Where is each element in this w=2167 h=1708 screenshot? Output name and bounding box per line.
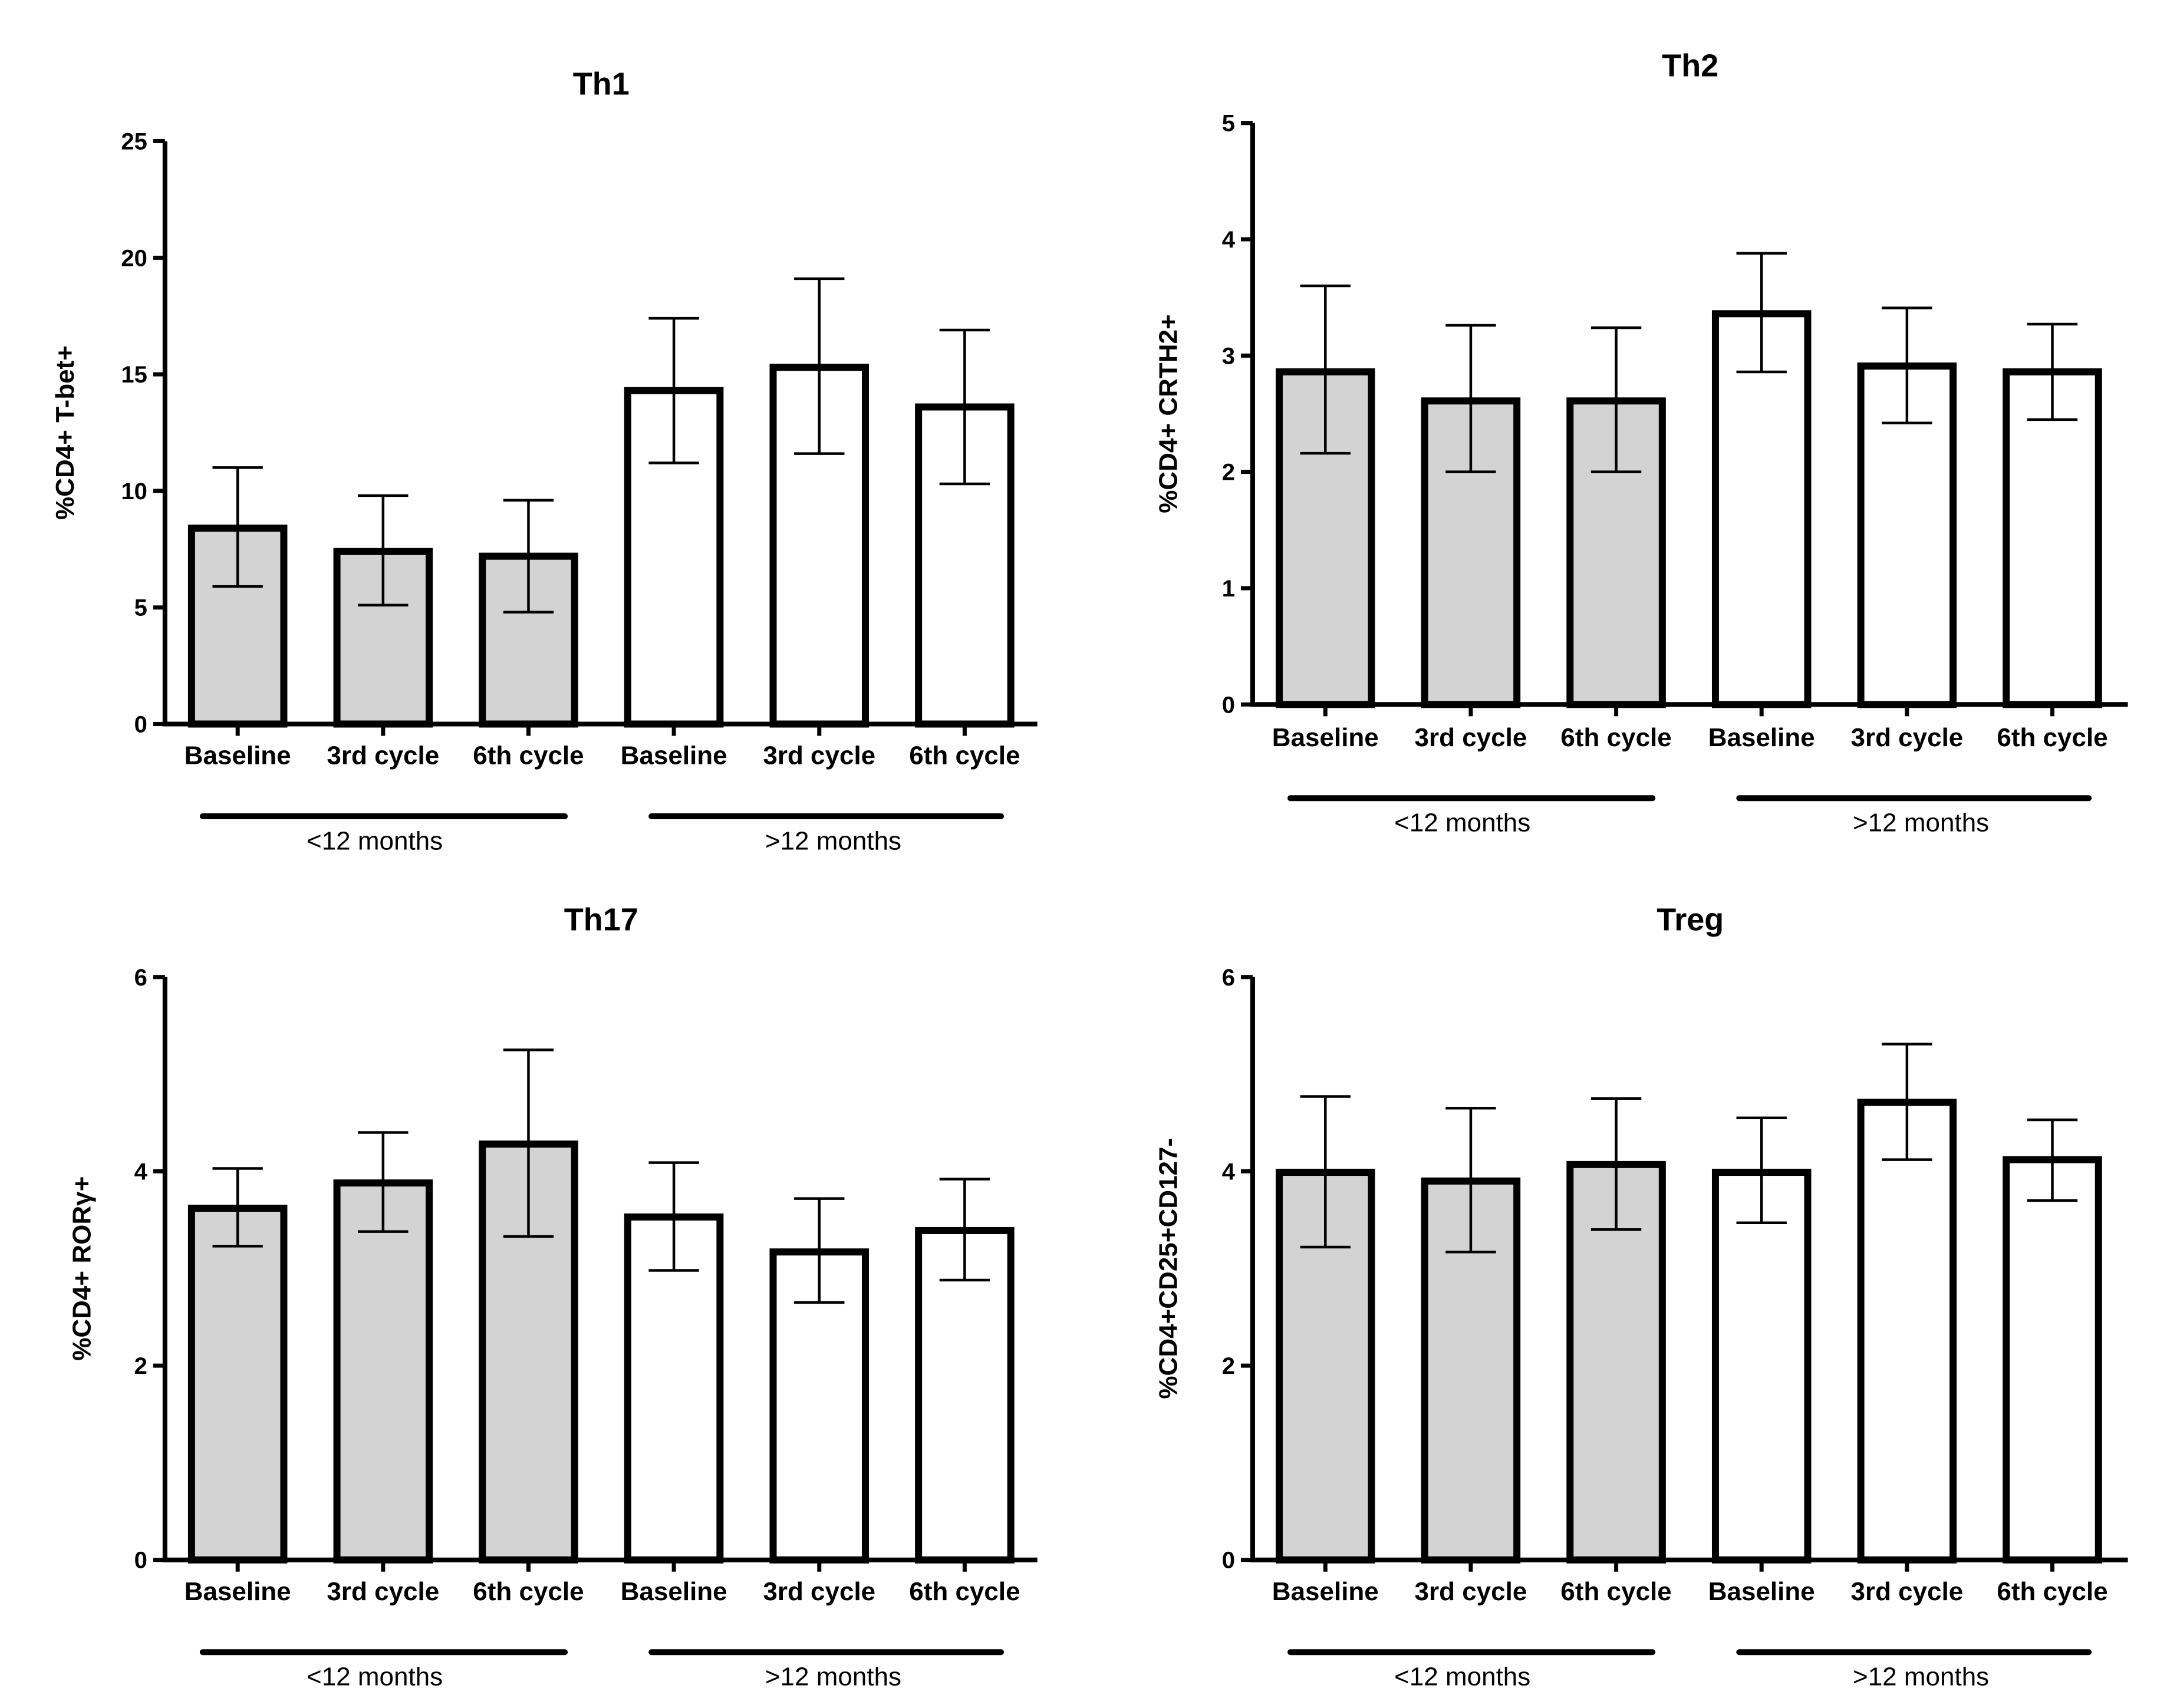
- x-tick-label: 6th cycle: [1997, 1577, 2107, 1606]
- y-tick-label: 0: [1222, 1548, 1235, 1574]
- x-tick-label: Baseline: [1272, 1577, 1379, 1606]
- x-tick-label: 6th cycle: [909, 1577, 1020, 1606]
- group-label-2: >12 months: [765, 1663, 901, 1691]
- bar-4: [624, 387, 724, 728]
- y-axis-label: %CD4+ RORγ+: [68, 1176, 97, 1361]
- y-tick-label: 6: [1222, 965, 1235, 991]
- x-tick-label: Baseline: [185, 1577, 291, 1606]
- bar-1: [187, 1205, 288, 1564]
- x-tick-label: 3rd cycle: [327, 1577, 439, 1606]
- y-tick-label: 6: [134, 965, 147, 991]
- x-tick-label: 6th cycle: [909, 741, 1020, 770]
- x-tick-label: Baseline: [621, 741, 727, 770]
- y-tick-label: 4: [134, 1159, 148, 1185]
- x-tick-label: 3rd cycle: [763, 1577, 875, 1606]
- y-tick-label: 20: [121, 245, 147, 271]
- x-tick-label: Baseline: [185, 741, 291, 770]
- x-tick-label: 3rd cycle: [763, 741, 875, 770]
- bar-4: [624, 1213, 724, 1564]
- group-label-1: <12 months: [1394, 1663, 1530, 1691]
- panel-th2: Th2 %CD4+ CRTH2+ 0 1 2 3 4 5 Baseline 3rd cycle 6t…: [1154, 48, 2128, 837]
- y-tick-label: 2: [134, 1353, 147, 1379]
- y-tick-label: 0: [1222, 692, 1235, 718]
- group-label-2: >12 months: [1853, 1663, 1989, 1691]
- y-tick-label: 5: [1222, 111, 1235, 137]
- y-tick-label: 2: [1222, 1353, 1235, 1379]
- x-tick-label: 3rd cycle: [1415, 723, 1527, 752]
- y-tick-label: 0: [134, 711, 147, 737]
- x-tick-label: 3rd cycle: [327, 741, 439, 770]
- x-tick-label: Baseline: [1708, 723, 1815, 752]
- group-label-1: <12 months: [307, 826, 443, 855]
- chart-title: Treg: [1656, 902, 1724, 938]
- x-tick-label: 6th cycle: [1997, 723, 2107, 752]
- x-tick-label: 3rd cycle: [1850, 723, 1963, 752]
- x-tick-label: 6th cycle: [1560, 723, 1671, 752]
- panel-treg: Treg %CD4+CD25+CD127- 0 2 4 6 Baseline 3rd cycl…: [1154, 902, 2128, 1691]
- y-axis-label: %CD4+ CRTH2+: [1154, 314, 1183, 513]
- y-axis-label: %CD4+ T-bet+: [51, 345, 80, 520]
- panel-th17: Th17 %CD4+ RORγ+ 0 2 4 6 Baseline 3rd cycle 6th …: [68, 902, 1038, 1691]
- bar-4: [1711, 1169, 1812, 1564]
- group-label-1: <12 months: [1394, 809, 1530, 837]
- y-tick-label: 2: [1222, 460, 1235, 486]
- y-tick-label: 1: [1222, 576, 1235, 602]
- y-tick-label: 15: [121, 362, 147, 388]
- group-label-2: >12 months: [1853, 809, 1989, 837]
- x-tick-label: 6th cycle: [473, 741, 584, 770]
- bar-5: [1857, 1099, 1957, 1564]
- y-axis-label: %CD4+CD25+CD127-: [1154, 1138, 1183, 1399]
- x-tick-label: Baseline: [1708, 1577, 1815, 1606]
- x-tick-label: 3rd cycle: [1415, 1577, 1527, 1606]
- bar-6: [2003, 368, 2102, 708]
- x-tick-label: 6th cycle: [1560, 1577, 1671, 1606]
- x-tick-label: Baseline: [1272, 723, 1379, 752]
- y-tick-label: 10: [121, 479, 147, 505]
- x-tick-label: 6th cycle: [473, 1577, 584, 1606]
- y-tick-label: 4: [1222, 227, 1236, 253]
- chart-title: Th2: [1662, 48, 1718, 83]
- chart-title: Th17: [564, 902, 638, 938]
- group-label-2: >12 months: [765, 826, 901, 855]
- y-tick-label: 5: [134, 595, 147, 621]
- x-tick-label: Baseline: [621, 1577, 727, 1606]
- y-tick-label: 25: [121, 129, 147, 155]
- x-tick-label: 3rd cycle: [1850, 1577, 1963, 1606]
- group-label-1: <12 months: [307, 1663, 443, 1691]
- chart-title: Th1: [573, 66, 630, 101]
- y-tick-label: 3: [1222, 343, 1235, 369]
- y-tick-label: 4: [1222, 1159, 1236, 1185]
- panel-th1: Th1 %CD4+ T-bet+ 0 5 10 15 20 25 Baseline 3rd cyc…: [51, 66, 1038, 855]
- bar-6: [2003, 1156, 2102, 1564]
- y-tick-label: 0: [134, 1548, 147, 1574]
- bar-2: [333, 1179, 433, 1564]
